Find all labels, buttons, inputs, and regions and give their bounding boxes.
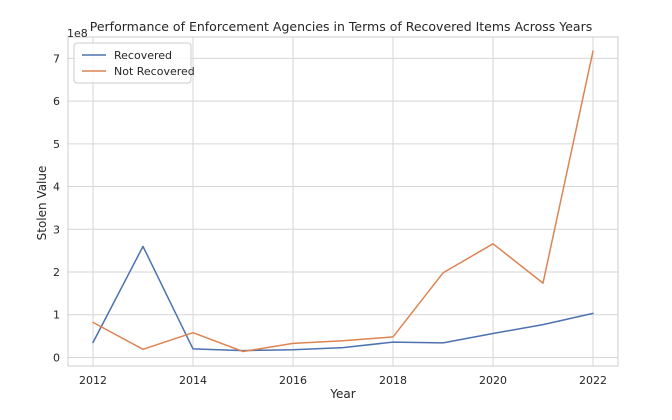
- y-axis-offset-label: 1e8: [67, 27, 88, 40]
- x-tick-label: 2020: [479, 374, 507, 387]
- plot-frame: [67, 36, 619, 367]
- y-tick-label: 7: [53, 52, 60, 65]
- chart-title: Performance of Enforcement Agencies in T…: [90, 19, 592, 34]
- series-layer: [92, 50, 594, 353]
- y-axis-label: Stolen Value: [35, 166, 49, 241]
- x-tick-label: 2018: [379, 374, 407, 387]
- legend-label: Not Recovered: [114, 65, 195, 78]
- x-tick-label: 2016: [279, 374, 307, 387]
- y-tick-label: 4: [53, 181, 60, 194]
- series-line-not-recovered: [92, 50, 594, 353]
- y-tick-label: 0: [53, 351, 60, 364]
- y-tick-label: 5: [53, 138, 60, 151]
- legend-label: Recovered: [114, 49, 172, 62]
- legend: Recovered Not Recovered: [73, 42, 195, 84]
- y-tick-label: 2: [53, 266, 60, 279]
- grid: [68, 37, 618, 366]
- y-tick-label: 6: [53, 95, 60, 108]
- y-axis-ticks: 0 1 2 3 4 5 6 7: [53, 52, 60, 364]
- y-tick-label: 3: [53, 223, 60, 236]
- x-axis-ticks: 2012 2014 2016 2018 2020 2022: [79, 374, 607, 387]
- legend-box: [73, 42, 192, 84]
- x-axis-label: Year: [329, 387, 355, 401]
- series-line-recovered: [92, 245, 594, 352]
- x-tick-label: 2012: [79, 374, 107, 387]
- x-tick-label: 2014: [179, 374, 207, 387]
- y-tick-label: 1: [53, 309, 60, 322]
- x-tick-label: 2022: [579, 374, 607, 387]
